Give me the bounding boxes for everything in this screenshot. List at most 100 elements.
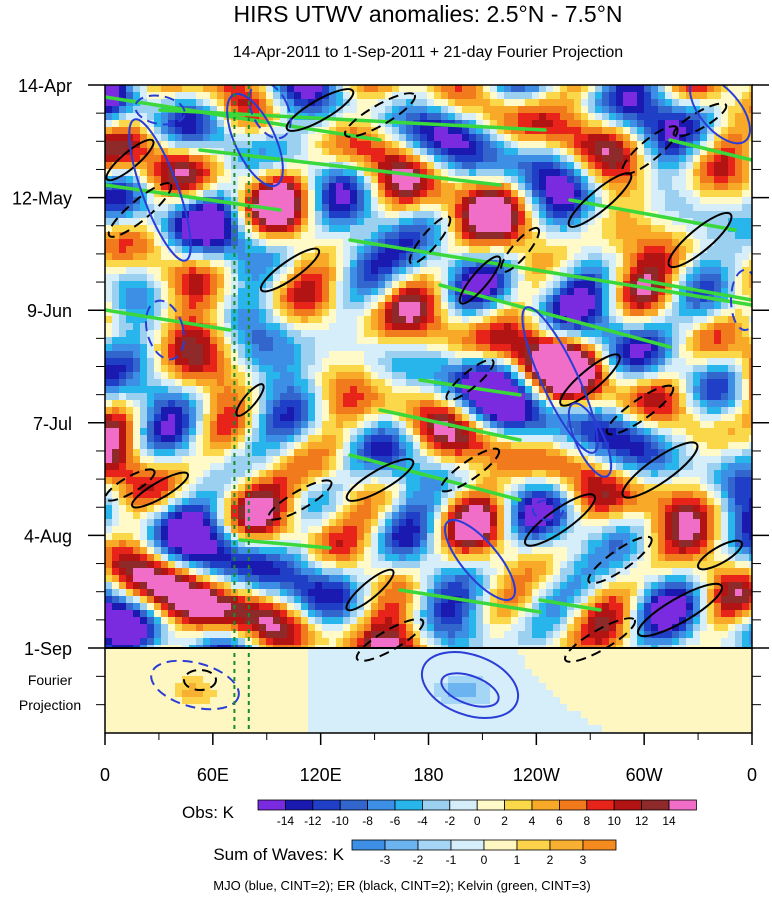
heat-cell [602,211,609,218]
heat-cell [238,253,245,260]
heat-cell [462,372,469,379]
heat-cell [357,253,364,260]
heat-cell [210,470,217,477]
heat-cell [546,309,553,316]
heat-cell [322,449,329,456]
heat-cell [168,155,175,162]
heat-cell [371,190,378,197]
heat-cell [280,463,287,470]
heat-cell [406,190,413,197]
heat-cell [672,232,679,239]
heat-cell [525,491,532,498]
heat-cell [497,162,504,169]
heat-cell [238,211,245,218]
heat-cell [476,470,483,477]
heat-cell [329,316,336,323]
heat-cell [434,470,441,477]
heat-cell [357,120,364,127]
heat-cell [427,288,434,295]
heat-cell [504,169,511,176]
heat-cell [609,337,616,344]
heat-cell [210,330,217,337]
heat-cell [413,141,420,148]
heat-cell [182,267,189,274]
heat-cell [686,463,693,470]
heat-cell [182,225,189,232]
heat-cell [154,197,161,204]
heat-cell [441,470,448,477]
heat-cell [623,218,630,225]
heat-cell [434,183,441,190]
heat-cell [420,442,427,449]
heat-cell [182,288,189,295]
heat-cell [609,134,616,141]
heat-cell [651,463,658,470]
heat-cell [560,225,567,232]
heat-cell [266,162,273,169]
heat-cell [427,323,434,330]
heat-cell [602,120,609,127]
heat-cell [350,141,357,148]
heat-cell [364,309,371,316]
heat-cell [315,288,322,295]
heat-cell [119,232,126,239]
heat-cell [672,344,679,351]
heat-cell [112,253,119,260]
heat-cell [336,428,343,435]
heat-cell [413,400,420,407]
heat-cell [714,393,721,400]
heat-cell [560,141,567,148]
heat-cell [483,113,490,120]
heat-cell [133,120,140,127]
heat-cell [399,372,406,379]
heat-cell [224,134,231,141]
heat-cell [588,358,595,365]
heat-cell [175,225,182,232]
heat-cell [238,309,245,316]
heat-cell [553,246,560,253]
heat-cell [560,106,567,113]
heat-cell [203,309,210,316]
heat-cell [308,295,315,302]
heat-cell [455,435,462,442]
heat-cell [336,92,343,99]
heat-cell [154,477,161,484]
heat-cell [161,323,168,330]
heat-cell [112,421,119,428]
heat-cell [462,302,469,309]
heat-cell [133,442,140,449]
heat-cell [378,197,385,204]
heat-cell [546,337,553,344]
heat-cell [700,302,707,309]
heat-cell [252,162,259,169]
heat-cell [742,218,749,225]
heat-cell [595,428,602,435]
heat-cell [532,323,539,330]
heat-cell [287,400,294,407]
heat-cell [280,316,287,323]
heat-cell [315,211,322,218]
heat-cell [112,127,119,134]
heat-cell [469,393,476,400]
heat-cell [700,218,707,225]
heat-cell [700,99,707,106]
heat-cell [721,407,728,414]
heat-cell [252,449,259,456]
heat-cell [427,302,434,309]
heat-cell [231,295,238,302]
heat-cell [140,239,147,246]
heat-cell [329,183,336,190]
heat-cell [196,162,203,169]
heat-cell [343,204,350,211]
heat-cell [714,379,721,386]
heat-cell [350,225,357,232]
heat-cell [357,141,364,148]
heat-cell [455,239,462,246]
heat-cell [644,302,651,309]
heat-cell [469,225,476,232]
heat-cell [301,456,308,463]
heat-cell [700,267,707,274]
heat-cell [665,127,672,134]
heat-cell [448,190,455,197]
heat-cell [721,288,728,295]
